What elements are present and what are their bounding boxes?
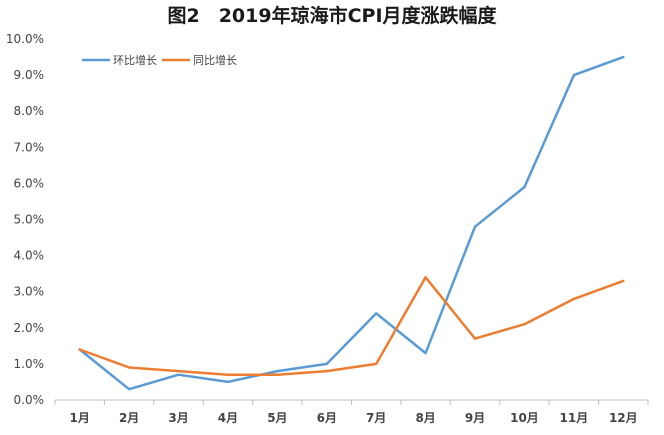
y-tick-label: 9.0% bbox=[14, 68, 45, 82]
x-tick-label: 6月 bbox=[317, 411, 337, 425]
y-tick-label: 2.0% bbox=[14, 321, 45, 335]
x-tick-label: 7月 bbox=[366, 411, 386, 425]
y-tick-label: 7.0% bbox=[14, 140, 45, 154]
x-tick-label: 8月 bbox=[415, 411, 435, 425]
series-line-1 bbox=[78, 55, 625, 391]
x-tick-label: 4月 bbox=[218, 411, 238, 425]
chart-title: 图2 2019年琼海市CPI月度涨跌幅度 bbox=[167, 4, 497, 27]
tick-labels: 0.0% 1.0% 2.0% 3.0% 4.0% 5.0% 6.0% 7.0% 8.0% 9.0%… bbox=[6, 32, 638, 425]
legend: 环比增长 同比增长 bbox=[82, 53, 237, 67]
legend-label: 同比增长 bbox=[193, 53, 237, 67]
y-tick-label: 8.0% bbox=[14, 104, 45, 118]
x-tick-label: 11月 bbox=[560, 411, 589, 425]
series-line-2 bbox=[78, 276, 625, 376]
x-tick-label: 5月 bbox=[267, 411, 287, 425]
series-lines bbox=[78, 55, 625, 391]
y-tick-label: 3.0% bbox=[14, 285, 45, 299]
y-tick-label: 1.0% bbox=[14, 357, 45, 371]
y-tick-label: 6.0% bbox=[14, 176, 45, 190]
y-tick-label: 4.0% bbox=[14, 249, 45, 263]
x-tick-label: 10月 bbox=[510, 411, 539, 425]
y-tick-label: 0.0% bbox=[14, 393, 45, 407]
y-tick-label: 5.0% bbox=[14, 213, 45, 227]
x-tick-label: 9月 bbox=[465, 411, 485, 425]
x-tick-label: 12月 bbox=[609, 411, 638, 425]
y-tick-label: 10.0% bbox=[6, 32, 44, 46]
legend-label: 环比增长 bbox=[113, 53, 157, 67]
x-tick-label: 3月 bbox=[168, 411, 188, 425]
x-tick-label: 1月 bbox=[70, 411, 90, 425]
x-tick-label: 2月 bbox=[119, 411, 139, 425]
axes bbox=[54, 399, 649, 405]
